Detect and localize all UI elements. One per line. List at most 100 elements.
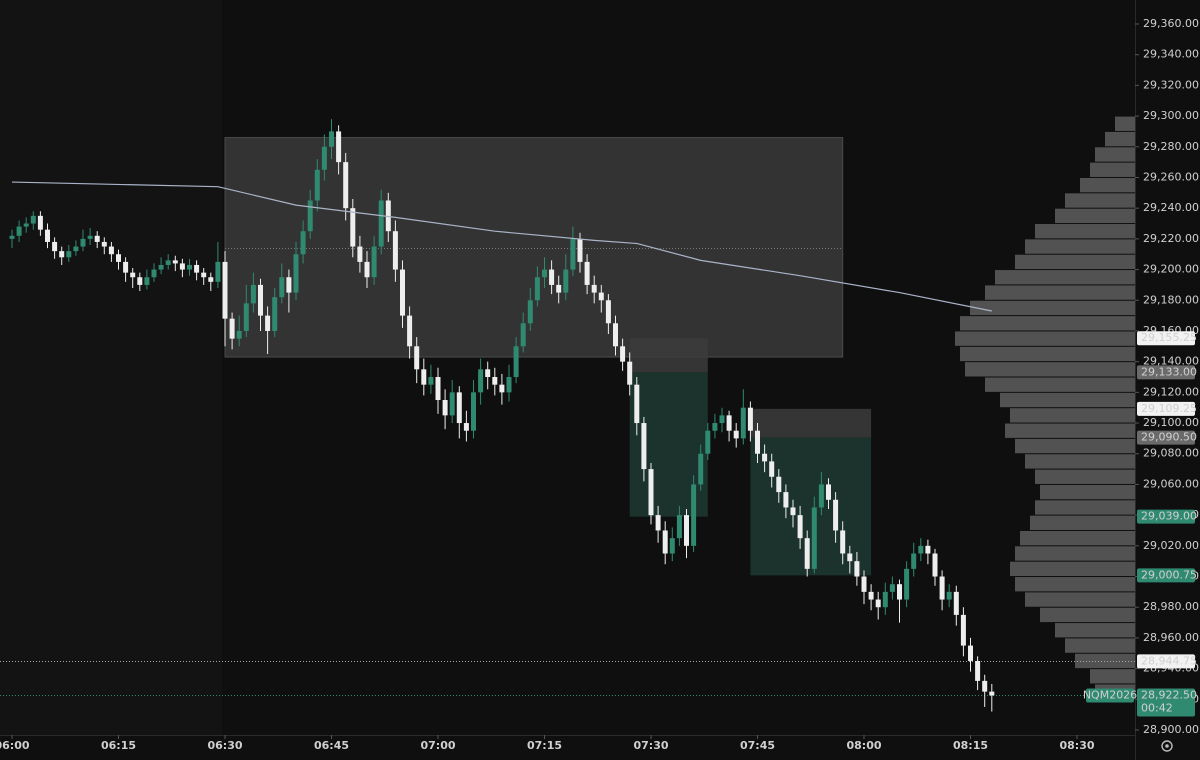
candle-body xyxy=(222,261,228,319)
candle-body xyxy=(59,251,65,258)
volume-profile-bar xyxy=(965,362,1135,377)
volume-profile-bar xyxy=(1005,423,1135,438)
x-tick-label: 08:00 xyxy=(846,739,881,752)
candle-body xyxy=(797,515,803,539)
candle-body xyxy=(123,261,129,273)
volume-profile-bar xyxy=(1065,193,1135,208)
volume-profile-bar xyxy=(1035,500,1135,515)
y-tick-label: 29,260.00 xyxy=(1143,170,1199,183)
volume-profile-bar xyxy=(960,346,1135,362)
candle-body xyxy=(762,453,768,462)
volume-profile-bar xyxy=(1095,147,1135,162)
x-tick-label: 06:45 xyxy=(314,739,349,752)
candle-body xyxy=(137,277,143,285)
volume-profile-bar xyxy=(985,285,1135,300)
candle-body xyxy=(542,269,547,278)
candle-body xyxy=(243,303,249,331)
y-tick-label: 29,200.00 xyxy=(1143,263,1199,276)
settings-gear-center[interactable] xyxy=(1165,744,1169,748)
candle-body xyxy=(769,461,775,477)
volume-profile-bar xyxy=(1000,392,1135,408)
candle-body xyxy=(151,269,157,278)
volume-profile-bar xyxy=(1035,224,1135,239)
price-tag-label: 29,133.00 xyxy=(1141,365,1197,378)
candle-body xyxy=(456,392,462,424)
y-tick-label: 29,100.00 xyxy=(1143,416,1199,429)
y-tick-label: 28,960.00 xyxy=(1143,631,1199,644)
candle-body xyxy=(130,272,136,278)
candle-body xyxy=(80,238,86,247)
y-tick-label: 29,320.00 xyxy=(1143,78,1199,91)
candle-body xyxy=(982,680,988,692)
x-tick-label: 07:00 xyxy=(420,739,455,752)
candle-body xyxy=(343,162,349,209)
volume-profile-bar xyxy=(1010,561,1135,577)
candle-body xyxy=(449,392,455,416)
candle-body xyxy=(676,515,682,539)
x-tick-label: 08:15 xyxy=(953,739,988,752)
candle-body xyxy=(847,553,853,562)
candle-body xyxy=(314,169,320,201)
volume-profile-bar xyxy=(985,377,1135,392)
candle-body xyxy=(740,407,746,439)
volume-profile-bar xyxy=(1090,162,1135,177)
price-tag xyxy=(1137,688,1195,717)
candle-body xyxy=(471,392,476,431)
candle-body xyxy=(94,235,100,242)
candle-body xyxy=(641,423,647,470)
candle-body xyxy=(499,384,505,393)
y-tick-label: 29,060.00 xyxy=(1143,477,1199,490)
candle-body xyxy=(265,315,271,331)
x-tick-label: 08:30 xyxy=(1059,739,1094,752)
volume-profile-bar xyxy=(1025,592,1135,607)
candle-body xyxy=(66,251,72,258)
candle-body xyxy=(634,384,640,424)
candle-body xyxy=(889,584,895,592)
volume-profile-bar xyxy=(1065,638,1135,653)
candle-body xyxy=(187,264,192,270)
candle-body xyxy=(293,254,299,293)
candle-body xyxy=(506,377,512,393)
candle-body xyxy=(478,369,484,393)
candle-body xyxy=(286,277,292,293)
price-tag xyxy=(1137,509,1195,524)
y-tick-label: 29,020.00 xyxy=(1143,539,1199,552)
candle-body xyxy=(463,423,469,431)
candle-body xyxy=(584,261,590,285)
volume-profile-bar xyxy=(1105,131,1135,147)
settings-gear[interactable] xyxy=(1161,740,1173,752)
price-tag-label: 28,944.75 xyxy=(1141,654,1197,667)
candle-body xyxy=(747,407,753,431)
candle-body xyxy=(165,260,171,265)
candle-body xyxy=(215,261,221,282)
x-tick-label: 06:30 xyxy=(207,739,242,752)
candle-body xyxy=(733,430,739,439)
y-tick-label: 29,360.00 xyxy=(1143,17,1199,30)
plot-layer: 28,900.0028,920.0028,940.0028,960.0028,9… xyxy=(0,17,1199,752)
price-tag xyxy=(1137,654,1195,669)
candle-body xyxy=(30,215,36,224)
candle-body xyxy=(534,277,540,301)
candle-body xyxy=(577,238,583,262)
average-line xyxy=(11,181,992,312)
candle-body xyxy=(556,284,562,293)
price-tag-label: 29,090.50 xyxy=(1141,431,1197,444)
candle-body xyxy=(421,369,427,385)
candle-body xyxy=(918,545,924,554)
y-tick-label: 29,140.00 xyxy=(1143,355,1199,368)
candle-body xyxy=(371,246,377,278)
candle-body xyxy=(662,530,668,554)
candle-body xyxy=(116,254,121,262)
candle-body xyxy=(307,200,313,232)
settings-icon[interactable] xyxy=(1161,740,1173,752)
volume-profile-bar xyxy=(1015,438,1135,454)
x-tick-label: 06:00 xyxy=(0,739,30,752)
candle-body xyxy=(428,377,434,385)
candle-body xyxy=(321,146,327,170)
volume-profile-bar xyxy=(1015,254,1135,270)
candle-body xyxy=(407,315,413,347)
candle-body xyxy=(968,645,973,661)
volume-profile-bar xyxy=(1055,623,1135,638)
candle-body xyxy=(378,200,384,247)
